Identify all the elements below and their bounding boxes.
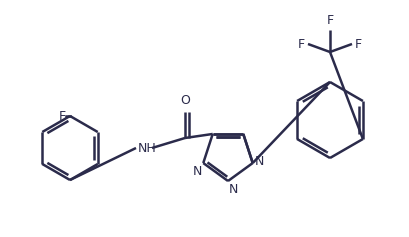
Text: F: F <box>326 14 334 27</box>
Text: F: F <box>298 37 305 50</box>
Text: F: F <box>59 109 66 123</box>
Text: O: O <box>180 94 190 107</box>
Text: NH: NH <box>138 141 157 155</box>
Text: F: F <box>355 37 362 50</box>
Text: N: N <box>229 183 238 196</box>
Text: N: N <box>193 165 202 178</box>
Text: N: N <box>255 155 264 168</box>
